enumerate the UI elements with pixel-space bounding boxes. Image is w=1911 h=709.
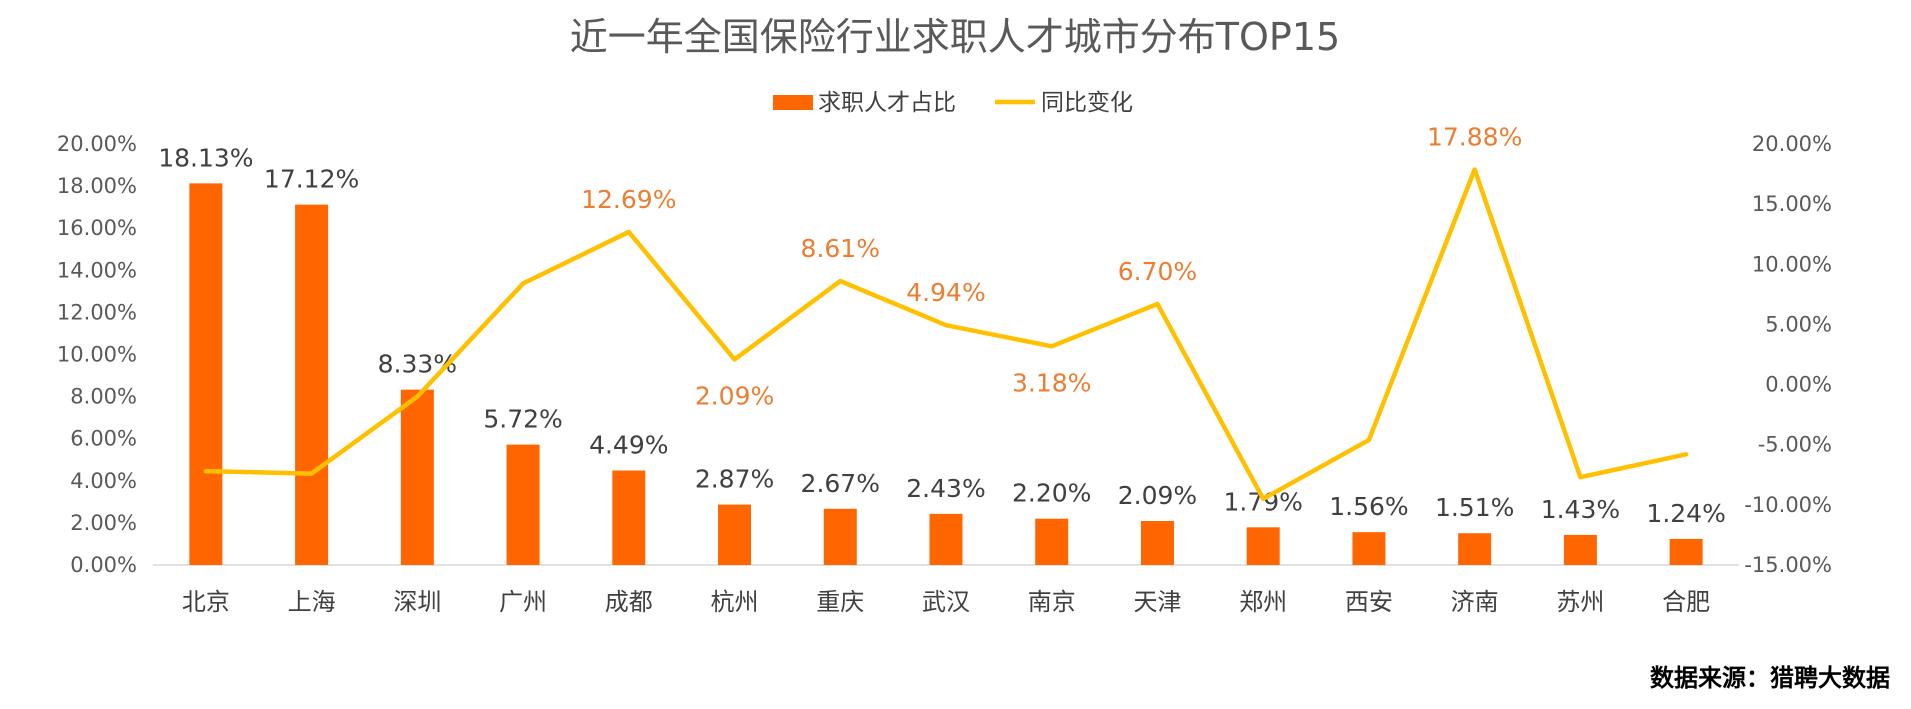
bar-data-label: 5.72% [483, 405, 562, 434]
category-label: 天津 [1133, 588, 1181, 616]
left-axis-tick-label: 2.00% [70, 511, 137, 535]
line-data-label: 3.18% [1012, 368, 1091, 397]
bar [1458, 533, 1492, 565]
bar-data-label: 2.09% [1118, 481, 1197, 510]
category-label: 杭州 [711, 588, 759, 616]
right-axis-tick-label: -15.00% [1744, 553, 1832, 577]
category-label: 成都 [605, 588, 653, 616]
bar-data-label: 4.49% [589, 430, 668, 459]
category-label: 西安 [1345, 588, 1393, 616]
bar-data-label: 1.51% [1435, 493, 1514, 522]
bar [1140, 521, 1174, 565]
bar-data-label: 2.43% [906, 474, 985, 503]
legend-line-label: 同比变化 [1041, 90, 1133, 116]
left-axis-tick-label: 18.00% [57, 174, 137, 198]
bar [1669, 538, 1703, 565]
line-data-label: 8.61% [801, 234, 880, 263]
bar-data-label: 2.20% [1012, 479, 1091, 508]
bar [929, 513, 963, 565]
line-data-label: 6.70% [1118, 257, 1197, 286]
bar-data-label: 18.13% [158, 143, 253, 172]
bar-data-label: 2.67% [801, 469, 880, 498]
right-axis-tick-label: 10.00% [1752, 252, 1832, 276]
line-data-label: 12.69% [581, 185, 676, 214]
bar-series [189, 183, 1703, 565]
category-label: 济南 [1451, 588, 1499, 616]
line-data-labels: 12.69% 2.09% 8.61% 4.94% 3.18% 6.70% 17.88% [581, 123, 1522, 411]
category-label: 合肥 [1662, 588, 1710, 616]
legend-bar-label: 求职人才占比 [818, 90, 956, 116]
source-note: 数据来源：猎聘大数据 [1650, 664, 1890, 692]
category-label: 北京 [182, 588, 230, 616]
category-label: 南京 [1028, 588, 1076, 616]
bar [612, 470, 646, 565]
line-data-label: 17.88% [1427, 123, 1522, 152]
category-label: 重庆 [816, 588, 864, 616]
left-axis-tick-label: 8.00% [70, 385, 137, 409]
bar-data-labels: 18.13% 17.12% 8.33% 5.72% 4.49% 2.87% 2.67% 2.4… [158, 143, 1726, 528]
right-axis-tick-label: -5.00% [1758, 433, 1832, 457]
bar [400, 389, 434, 565]
right-axis: -15.00% -10.00% -5.00% 0.00% 5.00% 10.00% 15.0… [1744, 132, 1832, 577]
bar [295, 204, 329, 565]
bar [506, 444, 540, 565]
bar-data-label: 2.87% [695, 465, 774, 494]
bar [1035, 518, 1069, 565]
left-axis-tick-label: 16.00% [57, 216, 137, 240]
chart-title: 近一年全国保险行业求职人才城市分布TOP15 [570, 15, 1340, 59]
category-label: 上海 [288, 588, 336, 616]
line-data-label: 4.94% [906, 278, 985, 307]
category-label: 郑州 [1239, 588, 1287, 616]
bar [1352, 532, 1386, 565]
bar-data-label: 1.24% [1646, 499, 1725, 528]
line-data-label: 2.09% [695, 381, 774, 410]
legend-bar-swatch [773, 95, 813, 110]
line-series [203, 167, 1689, 502]
legend: 求职人才占比 同比变化 [773, 90, 1133, 116]
left-axis-tick-label: 10.00% [57, 343, 137, 367]
category-label: 广州 [499, 588, 547, 616]
bar [823, 508, 857, 565]
bar-data-label: 1.43% [1541, 495, 1620, 524]
left-axis-tick-label: 0.00% [70, 553, 137, 577]
left-axis-tick-label: 12.00% [57, 300, 137, 324]
left-axis-tick-label: 20.00% [57, 132, 137, 156]
category-label: 苏州 [1556, 588, 1604, 616]
bar [718, 504, 752, 565]
right-axis-tick-label: 5.00% [1765, 312, 1832, 336]
bar [1246, 527, 1280, 565]
bar-data-label: 1.56% [1329, 492, 1408, 521]
category-axis-labels: 北京 上海 深圳 广州 成都 杭州 重庆 武汉 南京 天津 郑州 西安 济南 苏州 合肥 [182, 588, 1710, 616]
left-axis-tick-label: 14.00% [57, 258, 137, 282]
category-label: 武汉 [922, 588, 970, 616]
category-label: 深圳 [393, 588, 441, 616]
right-axis-tick-label: -10.00% [1744, 493, 1832, 517]
bar-data-label: 17.12% [264, 165, 359, 194]
right-axis-tick-label: 0.00% [1765, 373, 1832, 397]
right-axis-tick-label: 15.00% [1752, 192, 1832, 216]
bar-data-label: 1.79% [1223, 487, 1302, 516]
right-axis-tick-label: 20.00% [1752, 132, 1832, 156]
line-path [203, 167, 1689, 502]
bar-data-label: 8.33% [378, 350, 457, 379]
bar [189, 183, 223, 565]
left-axis-tick-label: 6.00% [70, 427, 137, 451]
bar [1563, 534, 1597, 565]
left-axis: 0.00% 2.00% 4.00% 6.00% 8.00% 10.00% 12.00% 14.… [57, 132, 137, 577]
left-axis-tick-label: 4.00% [70, 469, 137, 493]
